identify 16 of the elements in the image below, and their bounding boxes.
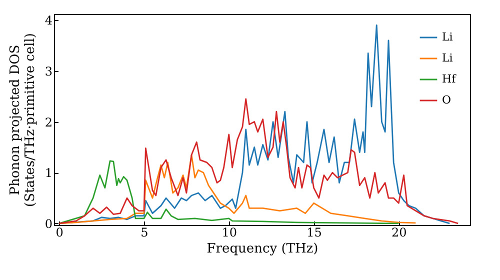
y-tick-label: 3 xyxy=(44,64,52,78)
y-tick-label: 2 xyxy=(44,115,52,130)
x-tick-label: 15 xyxy=(306,226,322,240)
y-tick-label: 4 xyxy=(44,14,53,28)
text: Phonon projected DOS xyxy=(8,44,23,196)
x-tick-label: 0 xyxy=(56,226,64,240)
x-tick-label: 10 xyxy=(222,226,238,240)
legend-label: O xyxy=(442,94,452,106)
legend-label: Li xyxy=(442,52,454,64)
text: (States/THz·primitive cell) xyxy=(22,32,38,208)
y-tick-label: 1 xyxy=(44,166,52,180)
legend-label: Li xyxy=(442,30,454,44)
x-tick-label: 5 xyxy=(140,226,148,240)
x-tick-label: 20 xyxy=(392,226,407,240)
legend-label: Hf xyxy=(442,72,457,86)
x-axis-title: Frequency (THz) xyxy=(206,242,318,256)
